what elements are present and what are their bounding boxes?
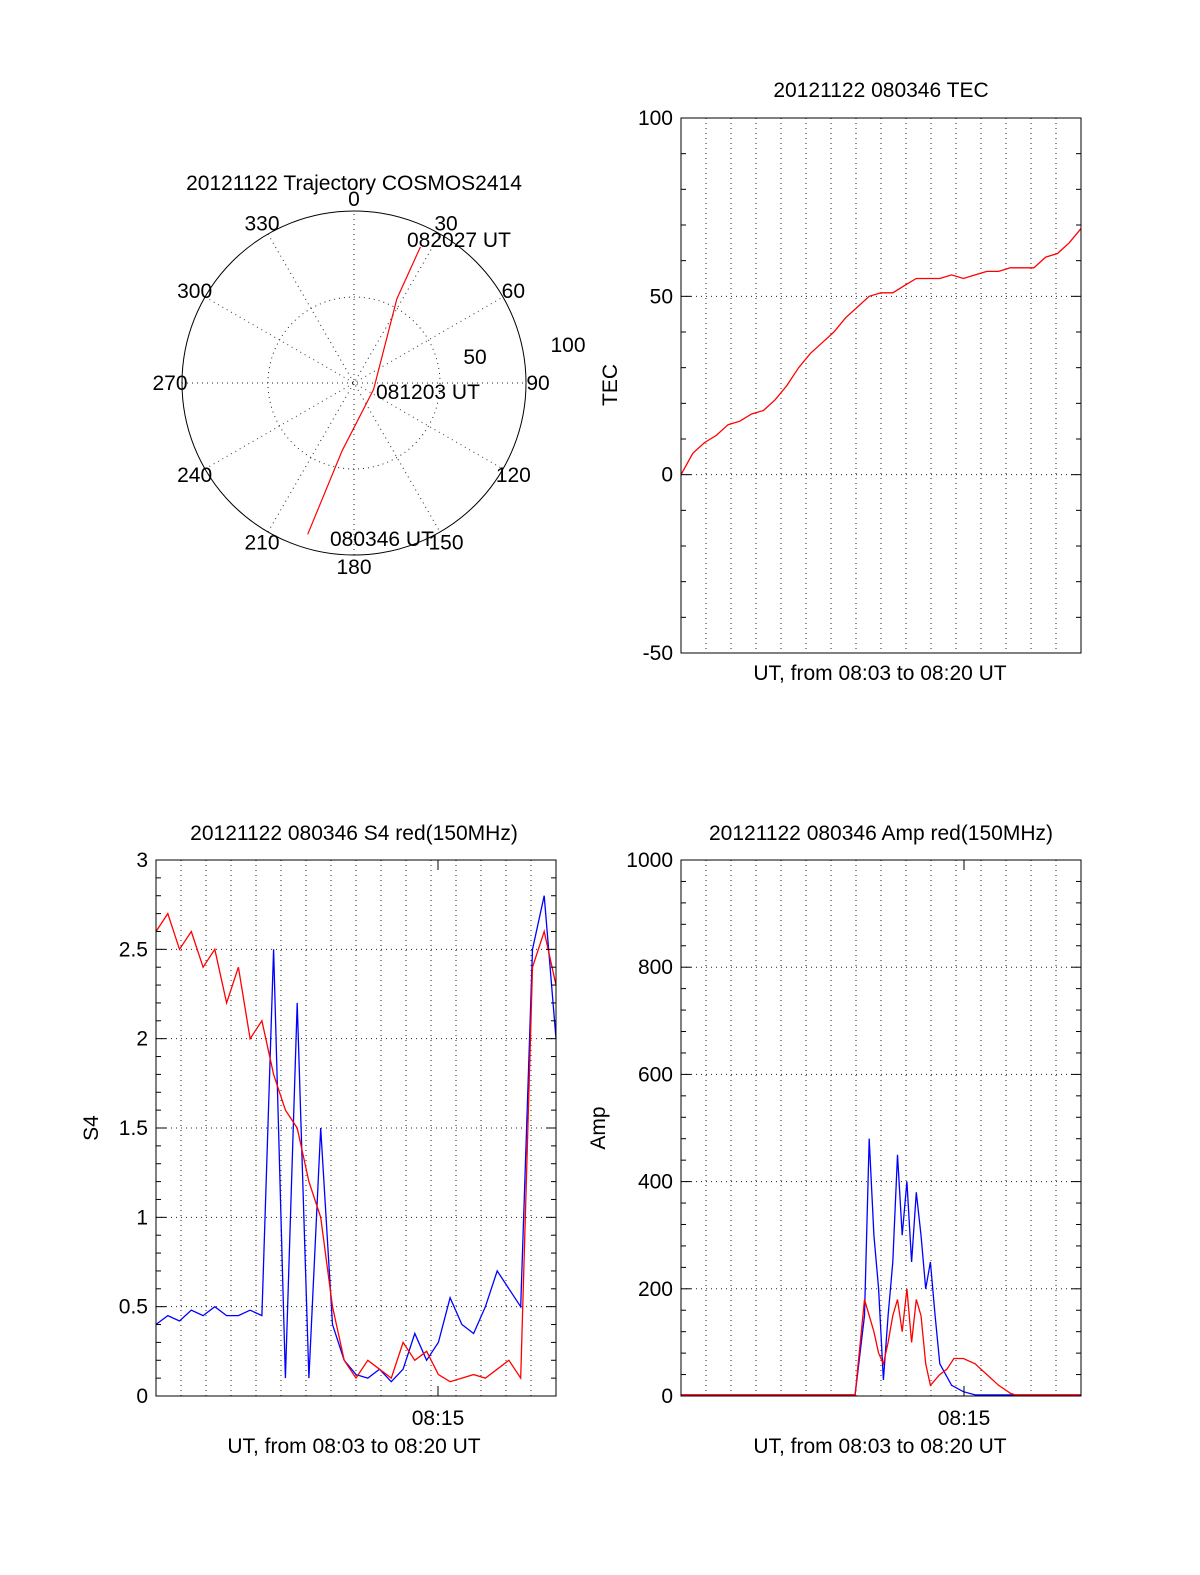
- tec-ylabel: TEC: [599, 364, 622, 406]
- polar-angle-label: 330: [244, 213, 279, 236]
- s4-xlabel: UT, from 08:03 to 08:20 UT: [227, 1435, 480, 1458]
- amp-panel: 20121122 080346 Amp red(150MHz) 1000 800 6…: [587, 822, 1082, 1458]
- polar-radius-label-100: 100: [550, 334, 585, 357]
- polar-outer-circle: [181, 210, 527, 556]
- polar-angle-label: 120: [496, 464, 531, 487]
- tec-ytick-label: 50: [650, 285, 673, 308]
- polar-angle-label: 240: [177, 464, 212, 487]
- s4-series-line-2: [155, 912, 557, 1383]
- s4-series-line-1: [155, 895, 557, 1383]
- polar-angle-label: 60: [502, 280, 525, 303]
- s4-ylabel: S4: [80, 1115, 103, 1141]
- amp-ylabel: Amp: [587, 1106, 610, 1149]
- polar-grid-inner: [267, 296, 441, 470]
- s4-series: [155, 895, 557, 1383]
- amp-ytick-label: 200: [638, 1278, 673, 1301]
- polar-angle-label: 300: [177, 280, 212, 303]
- polar-angle-label: 210: [244, 531, 279, 554]
- tec-ytick-label: 100: [638, 107, 673, 130]
- polar-annotation-end: 082027 UT: [407, 229, 511, 252]
- s4-ytick-label: 3: [136, 849, 148, 872]
- polar-angle-labels: 0 30 60 90 120 150 180 210 240 270 300 330: [152, 188, 549, 579]
- amp-ytick-label: 600: [638, 1063, 673, 1086]
- tec-ytick-label: -50: [643, 642, 673, 665]
- polar-angle-label: 180: [336, 556, 371, 579]
- amp-plot-frame: [680, 859, 1082, 1397]
- s4-xtick-label: 08:15: [412, 1407, 465, 1430]
- polar-title: 20121122 Trajectory COSMOS2414: [186, 172, 522, 195]
- amp-ytick-label: 1000: [626, 849, 673, 872]
- s4-grid: [156, 860, 556, 1396]
- amp-xlabel: UT, from 08:03 to 08:20 UT: [753, 1435, 1006, 1458]
- polar-angle-label: 0: [348, 188, 360, 211]
- tec-grid: [681, 118, 1081, 653]
- amp-ytick-label: 400: [638, 1171, 673, 1194]
- polar-trajectory-line: [307, 246, 421, 535]
- polar-annotation-start: 080346 UT: [330, 528, 434, 551]
- amp-series: [681, 1138, 1081, 1396]
- s4-ytick-label: 0.5: [119, 1296, 148, 1319]
- s4-ytick-label: 2: [136, 1028, 148, 1051]
- amp-grid: [681, 860, 1081, 1396]
- tec-ytick-label: 0: [661, 464, 673, 487]
- s4-ytick-label: 2.5: [119, 938, 148, 961]
- tec-series: [680, 228, 1082, 476]
- amp-title: 20121122 080346 Amp red(150MHz): [709, 822, 1053, 845]
- tec-yticks: 100 50 0 -50: [638, 107, 1081, 665]
- polar-angle-label: 270: [152, 372, 187, 395]
- tec-xlabel: UT, from 08:03 to 08:20 UT: [753, 662, 1006, 685]
- polar-angle-label: 90: [526, 372, 549, 395]
- amp-yticks: 1000 800 600 400 200 0: [626, 849, 1081, 1408]
- polar-radius-label-50: 50: [463, 346, 486, 369]
- tec-plot-frame: [680, 117, 1082, 654]
- amp-ytick-label: 800: [638, 956, 673, 979]
- amp-xtick-label: 08:15: [938, 1407, 991, 1430]
- s4-ytick-label: 1.5: [119, 1117, 148, 1140]
- s4-panel: 20121122 080346 S4 red(150MHz) 3 2.5 2 1.5 1…: [80, 822, 557, 1458]
- tec-panel: 20121122 080346 TEC 100 50 0 -50 TEC UT, fr…: [599, 79, 1082, 685]
- s4-ytick-label: 0: [136, 1385, 148, 1408]
- polar-angle-label: 150: [428, 531, 463, 554]
- amp-series-line-2: [681, 1288, 1081, 1396]
- polar-angle-label: 30: [434, 213, 457, 236]
- s4-yticks: 3 2.5 2 1.5 1 0.5 0: [119, 849, 556, 1408]
- s4-title: 20121122 080346 S4 red(150MHz): [190, 822, 518, 845]
- amp-ytick-label: 0: [661, 1385, 673, 1408]
- polar-annotation-mid: 081203 UT: [376, 381, 480, 404]
- tec-series-line-1: [680, 228, 1082, 476]
- amp-series-line-1: [681, 1138, 1081, 1396]
- s4-ytick-label: 1: [136, 1206, 148, 1229]
- polar-panel: 20121122 Trajectory COSMOS2414 0 30 60 90 12…: [152, 172, 585, 579]
- tec-title: 20121122 080346 TEC: [773, 79, 988, 102]
